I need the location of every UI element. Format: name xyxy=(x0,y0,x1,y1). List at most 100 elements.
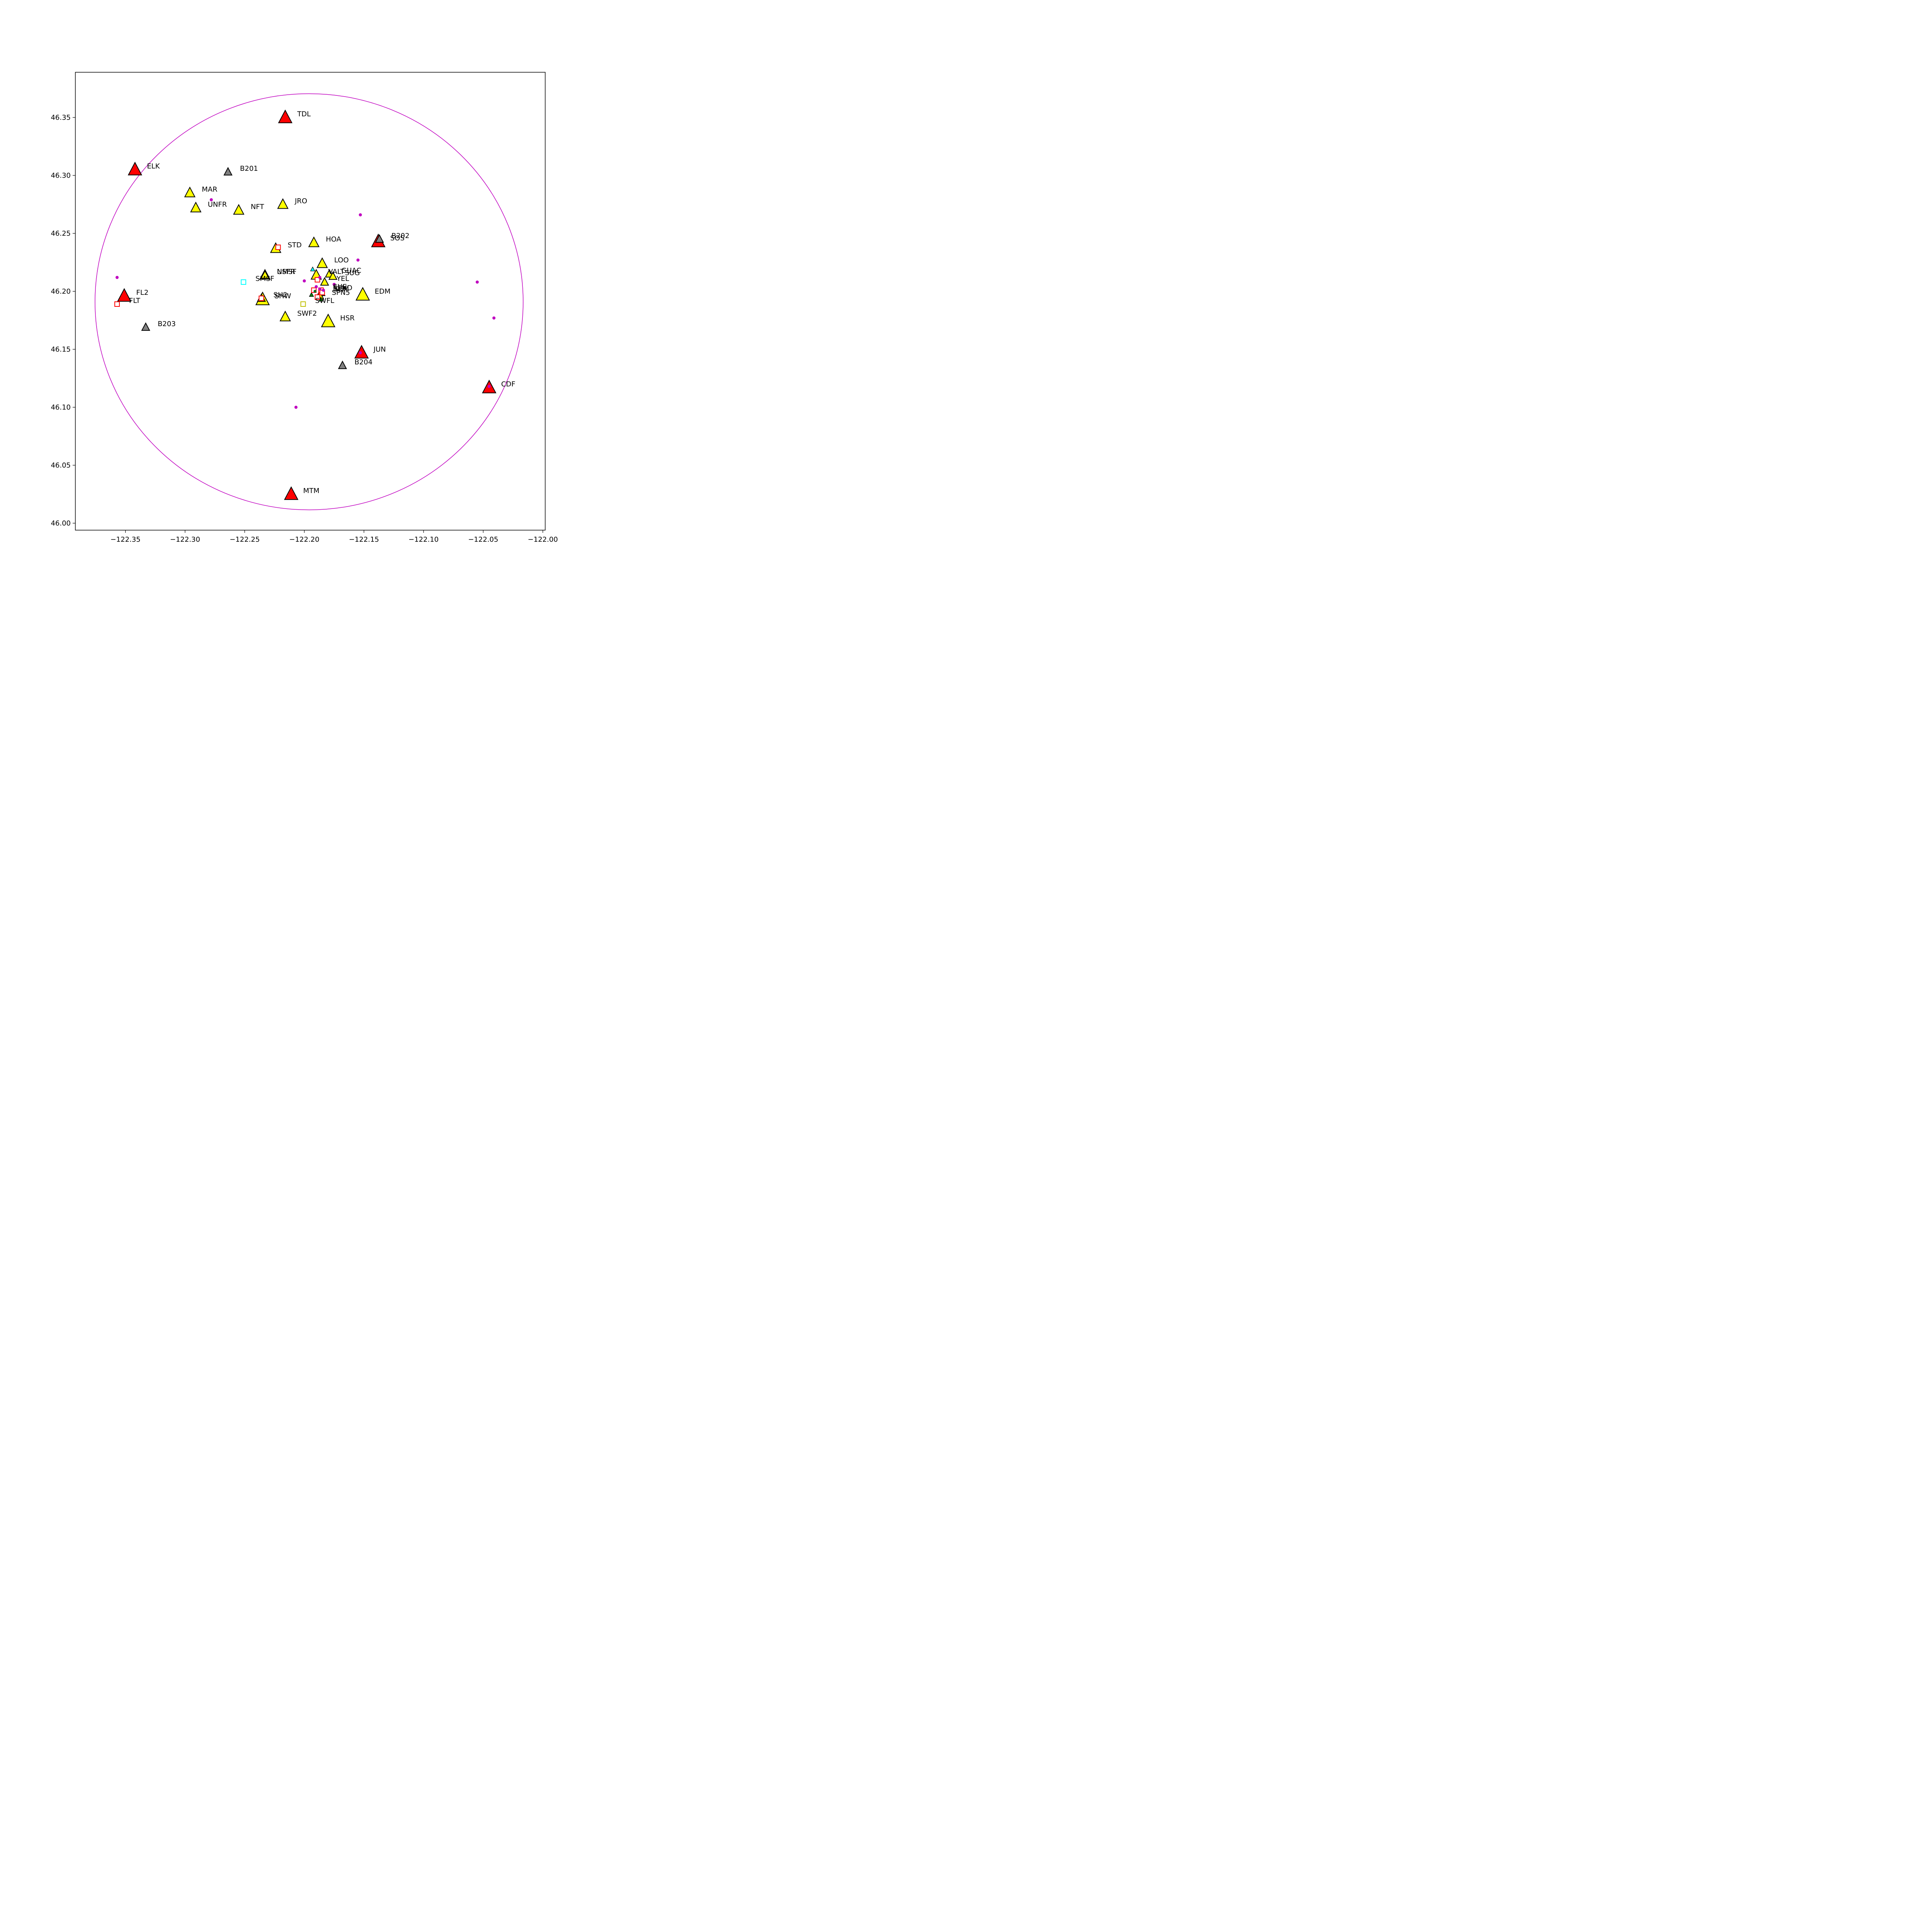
station-label-elk: ELK xyxy=(147,162,160,170)
event-dot xyxy=(315,285,318,288)
x-tick-label: −122.00 xyxy=(528,536,558,544)
station-marker-yel xyxy=(320,277,329,286)
station-label-b201: B201 xyxy=(240,165,258,173)
station-marker-hsr xyxy=(321,313,335,327)
station-label-swfl: SWFL xyxy=(315,297,334,305)
station-label-unfr: UNFR xyxy=(208,201,227,209)
x-tick-label: −122.10 xyxy=(408,536,439,544)
station-label-sug: SUG xyxy=(345,269,360,277)
station-marker-b204 xyxy=(338,361,347,369)
figure-background xyxy=(0,0,597,597)
station-label-jro: JRO xyxy=(294,197,307,205)
station-marker-b201 xyxy=(223,167,233,176)
station-label-mar: MAR xyxy=(202,185,217,194)
station-label-jun: JUN xyxy=(373,345,386,354)
x-tick-label: −122.25 xyxy=(230,536,260,544)
station-square xyxy=(259,296,264,301)
y-tick-label: 46.00 xyxy=(51,519,71,527)
x-axis: −122.35 −122.30 −122.25 −122.20 −122.15 −122.… xyxy=(111,530,558,544)
station-label-spn5: SPN5 xyxy=(332,289,350,297)
station-label-std: STD xyxy=(287,241,301,249)
station-label-send: SEND xyxy=(333,284,352,292)
event-dot xyxy=(318,287,321,291)
station-label-sep: SEP xyxy=(333,285,346,293)
event-dot xyxy=(356,259,360,262)
radius-circle xyxy=(95,93,524,510)
station-square xyxy=(275,245,281,250)
y-tick-label: 46.05 xyxy=(51,461,71,469)
x-tick-label: −122.30 xyxy=(170,536,200,544)
station-square-smsf xyxy=(241,279,247,285)
station-marker-elk xyxy=(128,162,142,175)
y-tick-label: 46.20 xyxy=(51,287,71,296)
station-label-shw: SHW xyxy=(275,292,291,300)
station-marker-mar xyxy=(184,186,196,197)
station-square-swfl xyxy=(300,301,306,307)
station-marker-b203 xyxy=(141,322,150,331)
x-tick-label: −122.20 xyxy=(289,536,320,544)
station-label-valt: VALT xyxy=(328,268,345,276)
station-label-tdl: TDL xyxy=(297,110,311,118)
station-marker-usfr xyxy=(260,270,270,279)
x-tick-label: −122.15 xyxy=(349,536,379,544)
station-label-loo: LOO xyxy=(334,256,349,264)
axes-frame xyxy=(75,72,546,531)
y-tick-label: 46.15 xyxy=(51,345,71,354)
station-marker-mtm xyxy=(284,486,299,500)
event-dot xyxy=(321,289,325,292)
event-dot xyxy=(476,281,479,284)
station-label-cdf: CDF xyxy=(501,380,515,388)
station-label-hoa: HOA xyxy=(326,235,341,243)
station-label-b203: B203 xyxy=(158,320,176,328)
station-label-usfr: USFR xyxy=(277,268,295,276)
station-label-nmsf: NMSF xyxy=(277,268,297,276)
event-dot xyxy=(487,385,491,388)
station-marker-b202 xyxy=(375,234,384,243)
station-square-flt xyxy=(114,301,120,307)
station-label-mtm: MTM xyxy=(303,487,320,495)
station-label-edm: EDM xyxy=(375,287,391,296)
event-dot xyxy=(332,283,336,286)
station-label-sos: SOS xyxy=(390,234,405,242)
event-dot xyxy=(303,279,306,282)
station-square xyxy=(315,277,320,282)
station-label-sh2: SH2 xyxy=(273,291,287,299)
station-marker-tdl xyxy=(278,109,293,123)
station-label-sem: SEM xyxy=(334,285,349,293)
station-label-sue: SUE xyxy=(333,283,347,291)
event-dot-green xyxy=(313,290,316,293)
station-marker-loo xyxy=(316,257,328,268)
station-label-swf2: SWF2 xyxy=(297,310,317,318)
station-label-fl2: FL2 xyxy=(136,289,149,297)
y-tick-label: 46.25 xyxy=(51,230,71,238)
station-marker-sug xyxy=(328,271,338,280)
station-label-smsf: SMSF xyxy=(255,275,274,283)
station-label-nft: NFT xyxy=(251,203,265,211)
station-marker-unfr xyxy=(190,201,202,213)
x-tick-label: −122.35 xyxy=(111,536,141,544)
station-label-b204: B204 xyxy=(354,358,372,366)
event-dot xyxy=(116,276,119,279)
station-marker-small xyxy=(310,266,315,272)
y-axis: 46.00 46.05 46.10 46.15 46.20 46.25 46.30 46.35 xyxy=(51,114,75,527)
station-square xyxy=(315,294,320,300)
station-label-hsr: HSR xyxy=(340,314,354,322)
event-dot xyxy=(359,351,362,354)
station-marker-swf2 xyxy=(279,310,291,321)
station-label-guac: GUAC xyxy=(341,267,361,275)
y-tick-label: 46.30 xyxy=(51,172,71,180)
event-dot xyxy=(294,406,298,409)
event-dot xyxy=(359,213,362,216)
station-marker-nft xyxy=(233,204,245,215)
station-label-b202: B202 xyxy=(391,232,410,240)
y-tick-label: 46.10 xyxy=(51,403,71,412)
station-marker-edm xyxy=(355,287,370,301)
event-dot xyxy=(492,316,496,320)
event-dot xyxy=(209,198,213,201)
y-tick-label: 46.35 xyxy=(51,114,71,122)
station-marker-hoa xyxy=(308,236,320,247)
x-tick-label: −122.05 xyxy=(468,536,498,544)
station-label-flt: FLT xyxy=(129,297,141,305)
